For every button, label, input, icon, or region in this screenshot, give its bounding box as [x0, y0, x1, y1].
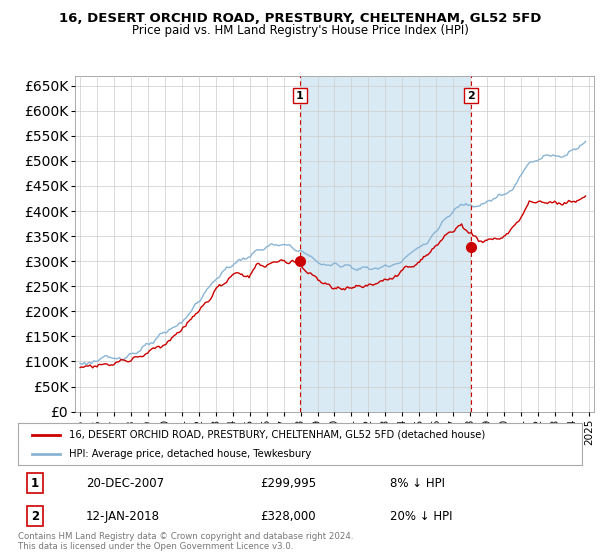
Bar	[300, 76, 471, 412]
Text: 1: 1	[296, 91, 304, 101]
Text: 12-JAN-2018: 12-JAN-2018	[86, 510, 160, 523]
Text: 16, DESERT ORCHID ROAD, PRESTBURY, CHELTENHAM, GL52 5FD (detached house): 16, DESERT ORCHID ROAD, PRESTBURY, CHELT…	[69, 430, 485, 440]
Text: Price paid vs. HM Land Registry's House Price Index (HPI): Price paid vs. HM Land Registry's House …	[131, 24, 469, 36]
Text: £328,000: £328,000	[260, 510, 316, 523]
Text: 8% ↓ HPI: 8% ↓ HPI	[390, 477, 445, 490]
Text: 1: 1	[31, 477, 39, 490]
Text: 16, DESERT ORCHID ROAD, PRESTBURY, CHELTENHAM, GL52 5FD: 16, DESERT ORCHID ROAD, PRESTBURY, CHELT…	[59, 12, 541, 25]
Text: 20-DEC-2007: 20-DEC-2007	[86, 477, 164, 490]
Text: 20% ↓ HPI: 20% ↓ HPI	[390, 510, 453, 523]
Text: 2: 2	[31, 510, 39, 523]
Text: Contains HM Land Registry data © Crown copyright and database right 2024.
This d: Contains HM Land Registry data © Crown c…	[18, 532, 353, 552]
Text: 2: 2	[467, 91, 475, 101]
Text: HPI: Average price, detached house, Tewkesbury: HPI: Average price, detached house, Tewk…	[69, 449, 311, 459]
Text: £299,995: £299,995	[260, 477, 317, 490]
